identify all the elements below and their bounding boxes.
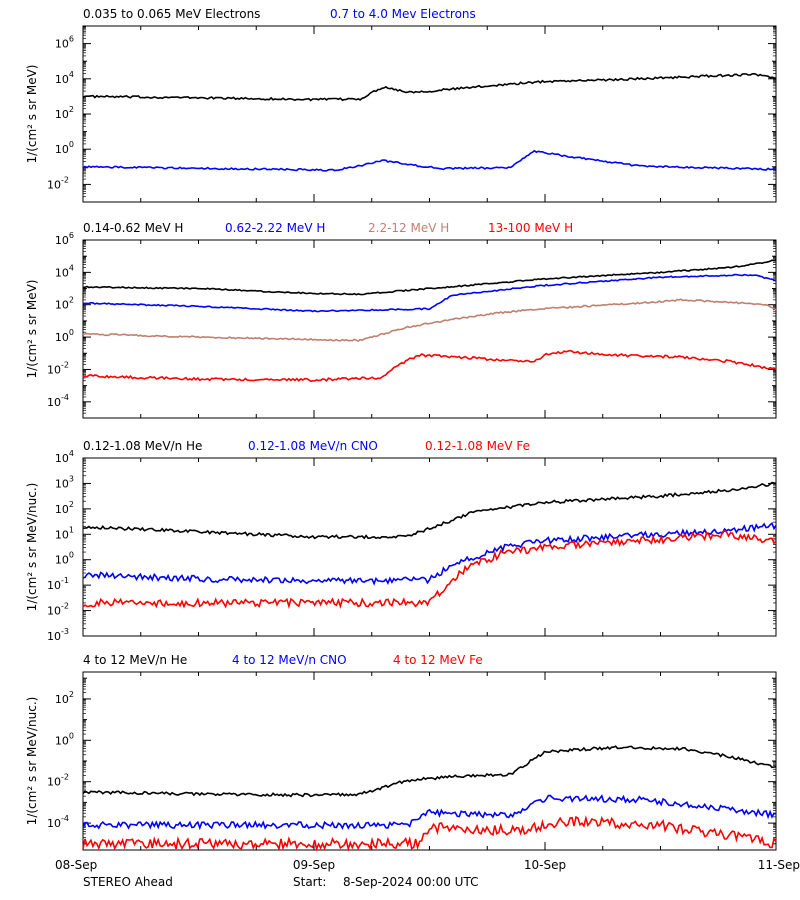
y-tick-label: 10-2: [47, 175, 69, 191]
y-tick-label: 10-4: [47, 814, 69, 830]
y-tick-label: 104: [55, 70, 74, 86]
x-tick-label: 09-Sep: [293, 858, 335, 872]
legend-label: 0.7 to 4.0 Mev Electrons: [330, 7, 476, 21]
series-line-3: [82, 530, 777, 610]
plot-frame: [82, 457, 777, 637]
y-axis-label: 1/(cm² s sr MeV/nuc.): [25, 483, 39, 612]
y-tick-label: 10-3: [47, 627, 69, 643]
y-tick-label: 104: [55, 263, 74, 279]
plot-frame: [82, 671, 777, 851]
y-axis-label: 1/(cm² s sr MeV): [25, 65, 39, 164]
y-tick-label: 10-4: [47, 393, 69, 409]
panel-3: 10-3 10-2 10-1 100 101 102 103 104 1/(cm² s sr M…: [25, 439, 777, 643]
y-axis-label: 1/(cm² s sr MeV/nuc.): [25, 697, 39, 826]
legend-label: 2.2-12 MeV H: [368, 221, 449, 235]
x-tick-label: 10-Sep: [524, 858, 566, 872]
panel-1: 10-2 100 102 104 106 1/(cm² s sr MeV) 0.035 to…: [25, 7, 777, 203]
y-tick-label: 100: [55, 140, 74, 156]
series-line-1: [82, 745, 777, 798]
legend-label: 4 to 12 MeV Fe: [393, 653, 483, 667]
y-tick-label: 106: [55, 231, 74, 247]
panel-4: 10-4 10-2 100 102 1/(cm² s sr MeV/nuc.) 4 to …: [25, 653, 777, 852]
legend-label: 13-100 MeV H: [488, 221, 573, 235]
legend-label: 0.035 to 0.065 MeV Electrons: [83, 7, 260, 21]
y-tick-label: 10-2: [47, 773, 69, 789]
series-line-2: [82, 273, 777, 313]
y-tick-label: 100: [55, 551, 74, 567]
plot-frame: [82, 239, 777, 419]
y-tick-label: 102: [55, 296, 74, 312]
series-line-1: [82, 258, 777, 296]
legend-label: 0.14-0.62 MeV H: [83, 221, 183, 235]
series-line-2: [82, 149, 777, 172]
y-tick-label: 102: [55, 500, 74, 516]
y-tick-label: 102: [55, 690, 74, 706]
plot-frame: [82, 25, 777, 203]
start-label: Start:: [293, 875, 326, 889]
series-line-2: [82, 521, 777, 586]
start-value: 8-Sep-2024 00:00 UTC: [343, 875, 478, 889]
y-tick-label: 10-2: [47, 360, 69, 376]
spacecraft-label: STEREO Ahead: [83, 875, 173, 889]
series-line-1: [82, 72, 777, 102]
y-tick-label: 100: [55, 731, 74, 747]
legend-label: 0.12-1.08 MeV/n He: [83, 439, 202, 453]
series-line-3: [82, 298, 777, 343]
legend-label: 0.62-2.22 MeV H: [225, 221, 325, 235]
x-tick-label: 08-Sep: [55, 858, 97, 872]
legend-label: 0.12-1.08 MeV Fe: [425, 439, 530, 453]
series-line-3: [82, 815, 777, 852]
x-tick-label: 11-Sep: [758, 858, 800, 872]
legend-label: 4 to 12 MeV/n He: [83, 653, 187, 667]
legend-label: 0.12-1.08 MeV/n CNO: [248, 439, 378, 453]
y-tick-label: 100: [55, 328, 74, 344]
panel-2: 10-4 10-2 100 102 104 106 1/(cm² s sr MeV) 0.14…: [25, 221, 777, 419]
y-tick-label: 10-1: [47, 576, 69, 592]
y-tick-label: 101: [55, 525, 74, 541]
series-line-4: [82, 349, 777, 383]
y-tick-label: 104: [55, 449, 74, 465]
y-axis-label: 1/(cm² s sr MeV): [25, 280, 39, 379]
y-tick-label: 10-2: [47, 602, 69, 618]
series-line-1: [82, 481, 777, 540]
series-line-2: [82, 794, 777, 831]
y-tick-label: 106: [55, 35, 74, 51]
y-tick-label: 103: [55, 474, 74, 490]
legend-label: 4 to 12 MeV/n CNO: [232, 653, 347, 667]
y-tick-label: 102: [55, 105, 74, 121]
